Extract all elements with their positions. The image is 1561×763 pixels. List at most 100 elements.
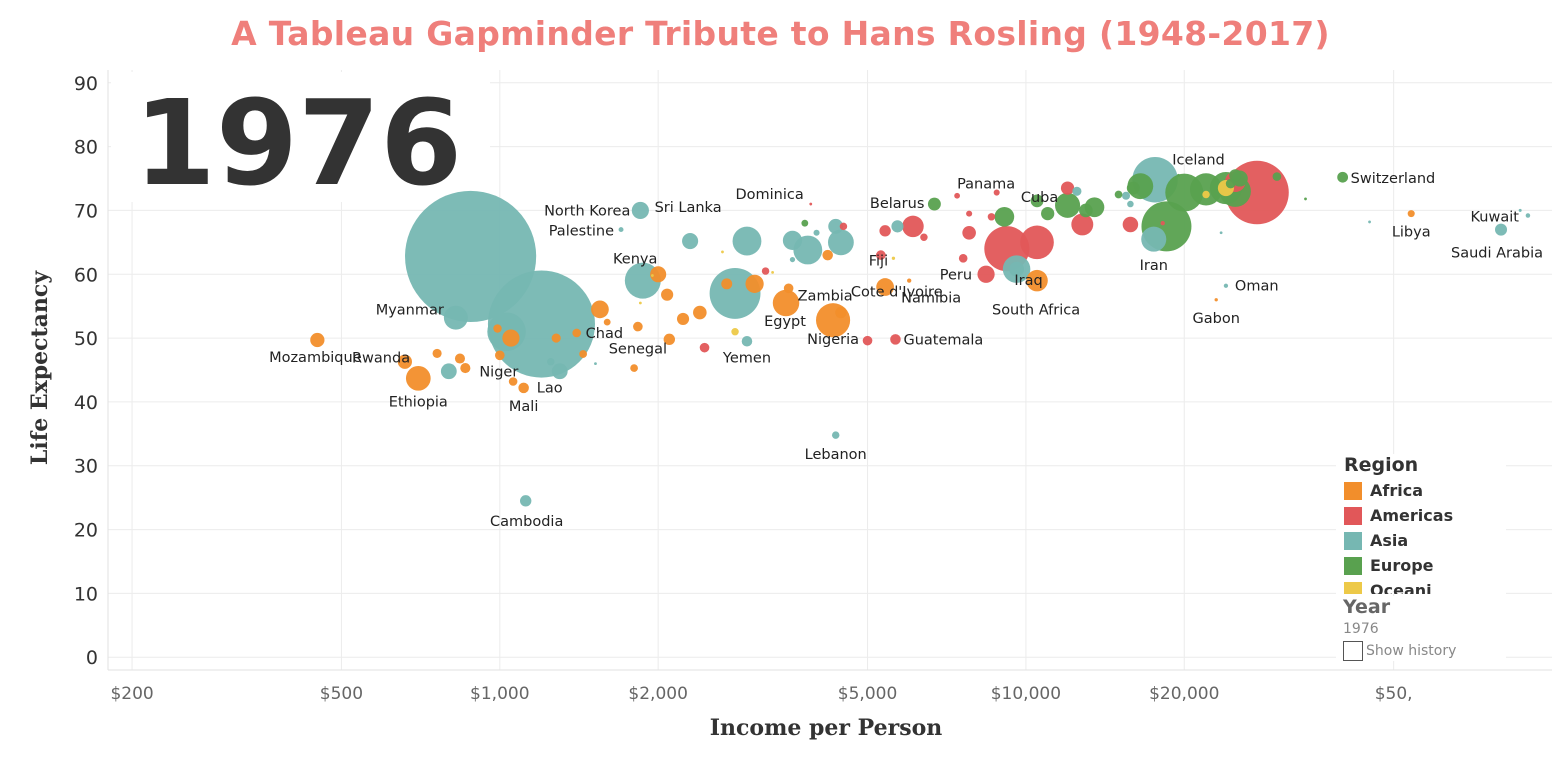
bubble-south-africa[interactable] bbox=[1026, 269, 1048, 292]
bubble-nicaragua[interactable] bbox=[839, 222, 848, 231]
bubble-cote-d-ivoire[interactable] bbox=[835, 306, 847, 319]
bubble-belarus[interactable] bbox=[927, 197, 941, 211]
bubble-iceland[interactable] bbox=[1177, 173, 1180, 177]
legend-item-africa[interactable]: Africa bbox=[1344, 478, 1506, 503]
bubble-israel[interactable] bbox=[1122, 191, 1131, 200]
bubble-honduras[interactable] bbox=[761, 267, 770, 275]
bubble-sierra-leone[interactable] bbox=[630, 364, 638, 372]
bubble-namibia[interactable] bbox=[907, 278, 912, 283]
bubble-mexico[interactable] bbox=[1020, 225, 1054, 260]
bubble-solomon-islands[interactable] bbox=[638, 301, 642, 305]
year-control[interactable]: Year 1976 Show history bbox=[1336, 596, 1506, 661]
bubble-kuwait[interactable] bbox=[1525, 213, 1531, 218]
bubble-zimbabwe[interactable] bbox=[721, 278, 733, 290]
bubble-greece[interactable] bbox=[1126, 181, 1140, 195]
bubble-ireland[interactable] bbox=[1114, 190, 1123, 199]
bubble-peru[interactable] bbox=[977, 265, 995, 283]
bubble-ghana[interactable] bbox=[693, 305, 707, 320]
bubble-lao[interactable] bbox=[547, 357, 555, 366]
bubble-uae[interactable] bbox=[1518, 208, 1522, 212]
bubble-oman[interactable] bbox=[1223, 283, 1229, 288]
bubble-guatemala[interactable] bbox=[890, 334, 901, 345]
bubble-mongolia[interactable] bbox=[789, 256, 796, 263]
bubble-rwanda[interactable] bbox=[432, 348, 442, 358]
bubble-mali[interactable] bbox=[518, 382, 529, 394]
bubble-argentina[interactable] bbox=[1071, 213, 1094, 236]
bubble-angola[interactable] bbox=[663, 333, 676, 346]
bubble-papua-new-guinea[interactable] bbox=[731, 327, 739, 336]
bubble-bolivia[interactable] bbox=[862, 335, 873, 346]
bubble-benin[interactable] bbox=[579, 350, 588, 358]
bubble-cambodia[interactable] bbox=[520, 495, 532, 507]
bubble-sweden[interactable] bbox=[1229, 169, 1242, 182]
bubble-malawi[interactable] bbox=[454, 353, 466, 364]
legend-item-europe[interactable]: Europe bbox=[1344, 553, 1506, 578]
bubble-denmark[interactable] bbox=[1225, 178, 1236, 189]
bubble-algeria[interactable] bbox=[876, 278, 894, 296]
bubble-chile[interactable] bbox=[962, 225, 976, 240]
bubble-venezuela[interactable] bbox=[1122, 216, 1139, 233]
bubble-vietnam[interactable] bbox=[782, 230, 803, 251]
bubble-madagascar[interactable] bbox=[676, 312, 690, 326]
bubble-costa-rica[interactable] bbox=[993, 189, 1000, 196]
bubble-colombia[interactable] bbox=[902, 215, 924, 238]
bubble-bhutan[interactable] bbox=[594, 362, 597, 366]
bubble-bulgaria[interactable] bbox=[1030, 194, 1044, 208]
bubble-guinea[interactable] bbox=[508, 377, 518, 386]
bubble-hong-kong[interactable] bbox=[1072, 186, 1082, 196]
bubble-panama[interactable] bbox=[954, 192, 960, 199]
bubble-north-korea[interactable] bbox=[631, 201, 649, 220]
bubble-hungary[interactable] bbox=[1079, 203, 1093, 218]
bubble-switzerland[interactable] bbox=[1337, 171, 1349, 183]
bubble-malaysia[interactable] bbox=[828, 218, 844, 234]
bubble-burundi[interactable] bbox=[493, 324, 502, 333]
bubble-niger[interactable] bbox=[494, 350, 505, 361]
bubble-egypt[interactable] bbox=[772, 289, 800, 317]
bubble-albania[interactable] bbox=[801, 219, 809, 227]
bubble-dominican-rep[interactable] bbox=[876, 250, 886, 260]
bubble-trinidad[interactable] bbox=[1160, 221, 1165, 226]
bubble-ethiopia[interactable] bbox=[405, 365, 431, 391]
bubble-morocco[interactable] bbox=[745, 274, 764, 293]
bubble-cuba[interactable] bbox=[1060, 181, 1075, 195]
bubble-samoa[interactable] bbox=[771, 270, 774, 274]
bubble-senegal[interactable] bbox=[633, 321, 643, 332]
bubble-iraq[interactable] bbox=[1009, 261, 1025, 277]
bubble-somalia[interactable] bbox=[551, 333, 561, 343]
bubble-mozambique[interactable] bbox=[310, 332, 325, 348]
bubble-togo[interactable] bbox=[603, 318, 611, 326]
show-history-toggle[interactable]: Show history bbox=[1343, 641, 1506, 661]
bubble-singapore[interactable] bbox=[1127, 200, 1134, 208]
bubble-new-zealand[interactable] bbox=[1202, 190, 1210, 199]
bubble-jamaica[interactable] bbox=[966, 210, 973, 217]
bubble-kenya[interactable] bbox=[650, 266, 667, 283]
bubble-poland[interactable] bbox=[1055, 192, 1081, 218]
legend-item-americas[interactable]: Americas bbox=[1344, 503, 1506, 528]
bubble-lebanon[interactable] bbox=[831, 431, 840, 439]
bubble-vanuatu[interactable] bbox=[650, 274, 654, 277]
bubble-norway[interactable] bbox=[1272, 172, 1282, 181]
bubble-cameroon[interactable] bbox=[661, 288, 674, 301]
bubble-chad[interactable] bbox=[572, 328, 581, 338]
bubble-iran[interactable] bbox=[1141, 226, 1167, 252]
bubble-tanzania[interactable] bbox=[502, 329, 520, 347]
bubble-saudi-arabia[interactable] bbox=[1495, 223, 1508, 236]
bubble-gabon[interactable] bbox=[1214, 298, 1218, 302]
bubble-yemen[interactable] bbox=[741, 336, 753, 347]
bubble-korea-rep[interactable] bbox=[828, 229, 854, 256]
bubble-india[interactable] bbox=[487, 270, 595, 378]
bubble-libya[interactable] bbox=[1407, 210, 1415, 218]
bubble-burkina-faso[interactable] bbox=[460, 363, 471, 374]
bubble-qatar[interactable] bbox=[1368, 220, 1371, 224]
bubble-uganda[interactable] bbox=[397, 354, 412, 369]
bubble-tunisia[interactable] bbox=[822, 249, 833, 261]
bubble-luxembourg[interactable] bbox=[1304, 197, 1307, 201]
show-history-checkbox[interactable] bbox=[1343, 641, 1363, 661]
bubble-fiji[interactable] bbox=[891, 256, 896, 260]
bubble-tonga[interactable] bbox=[721, 250, 724, 254]
bubble-romania[interactable] bbox=[994, 206, 1015, 227]
bubble-el-salvador[interactable] bbox=[958, 253, 968, 263]
bubble-bahrain[interactable] bbox=[1219, 231, 1223, 235]
bubble-myanmar[interactable] bbox=[443, 305, 468, 330]
